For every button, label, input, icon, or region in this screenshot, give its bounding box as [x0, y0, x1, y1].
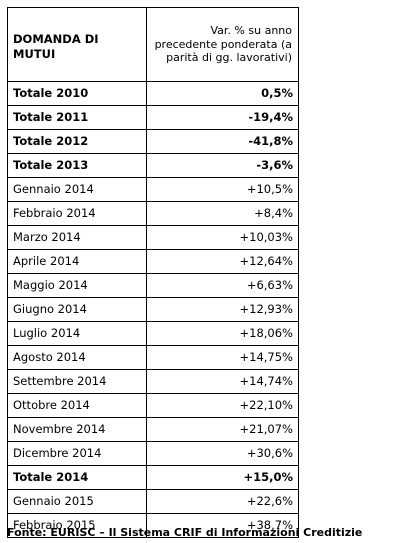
row-period-label: Ottobre 2014: [7, 393, 147, 418]
row-period-label: Dicembre 2014: [7, 441, 147, 466]
row-variation-value: +10,5%: [146, 177, 299, 202]
table-row: Maggio 2014 +6,63%: [7, 273, 299, 298]
row-period-label: Totale 2012: [7, 129, 147, 154]
row-variation-value: +12,93%: [146, 297, 299, 322]
row-variation-value: +18,06%: [146, 321, 299, 346]
row-period-label: Totale 2011: [7, 105, 147, 130]
row-variation-value: -19,4%: [146, 105, 299, 130]
table-row: Febbraio 2015 +38,7%: [7, 513, 299, 538]
row-period-label: Marzo 2014: [7, 225, 147, 250]
table-row: Settembre 2014 +14,74%: [7, 369, 299, 394]
table-row: Totale 2014 +15,0%: [7, 465, 299, 490]
row-variation-value: +10,03%: [146, 225, 299, 250]
row-variation-value: -41,8%: [146, 129, 299, 154]
row-variation-value: +14,75%: [146, 345, 299, 370]
row-variation-value: +14,74%: [146, 369, 299, 394]
table-row: Totale 2013 -3,6%: [7, 153, 299, 178]
mortgage-demand-table: DOMANDA DI MUTUI Var. % su anno preceden…: [7, 7, 299, 538]
row-period-label: Luglio 2014: [7, 321, 147, 346]
table-row: Dicembre 2014 +30,6%: [7, 441, 299, 466]
table-row: Gennaio 2015 +22,6%: [7, 489, 299, 514]
row-variation-value: +30,6%: [146, 441, 299, 466]
row-variation-value: +21,07%: [146, 417, 299, 442]
row-period-label: Febbraio 2015: [7, 513, 147, 538]
row-variation-value: +22,6%: [146, 489, 299, 514]
row-period-label: Settembre 2014: [7, 369, 147, 394]
table-row: Agosto 2014 +14,75%: [7, 345, 299, 370]
table-row: Gennaio 2014 +10,5%: [7, 177, 299, 202]
row-variation-value: 0,5%: [146, 81, 299, 106]
row-period-label: Agosto 2014: [7, 345, 147, 370]
row-variation-value: +15,0%: [146, 465, 299, 490]
table-row: Ottobre 2014 +22,10%: [7, 393, 299, 418]
table-header-row: DOMANDA DI MUTUI Var. % su anno preceden…: [7, 7, 299, 82]
row-period-label: Aprile 2014: [7, 249, 147, 274]
row-variation-value: +38,7%: [146, 513, 299, 538]
table-row: Giugno 2014 +12,93%: [7, 297, 299, 322]
header-variation-label: Var. % su anno precedente ponderata (a p…: [146, 7, 299, 82]
row-period-label: Novembre 2014: [7, 417, 147, 442]
table-row: Luglio 2014 +18,06%: [7, 321, 299, 346]
row-variation-value: +8,4%: [146, 201, 299, 226]
row-period-label: Giugno 2014: [7, 297, 147, 322]
row-period-label: Totale 2014: [7, 465, 147, 490]
row-period-label: Gennaio 2014: [7, 177, 147, 202]
table-body: DOMANDA DI MUTUI Var. % su anno preceden…: [7, 7, 299, 538]
source-note: Fonte: EURISC – Il Sistema CRIF di Infor…: [7, 526, 363, 539]
table-row: Totale 2011 -19,4%: [7, 105, 299, 130]
row-period-label: Totale 2013: [7, 153, 147, 178]
row-variation-value: +12,64%: [146, 249, 299, 274]
row-period-label: Totale 2010: [7, 81, 147, 106]
table-row: Marzo 2014 +10,03%: [7, 225, 299, 250]
row-period-label: Maggio 2014: [7, 273, 147, 298]
header-demand-label: DOMANDA DI MUTUI: [7, 7, 147, 82]
table-row: Novembre 2014 +21,07%: [7, 417, 299, 442]
table-row: Febbraio 2014 +8,4%: [7, 201, 299, 226]
row-variation-value: -3,6%: [146, 153, 299, 178]
row-period-label: Febbraio 2014: [7, 201, 147, 226]
table-row: Totale 2010 0,5%: [7, 81, 299, 106]
row-variation-value: +22,10%: [146, 393, 299, 418]
table-row: Totale 2012 -41,8%: [7, 129, 299, 154]
row-variation-value: +6,63%: [146, 273, 299, 298]
row-period-label: Gennaio 2015: [7, 489, 147, 514]
table-row: Aprile 2014 +12,64%: [7, 249, 299, 274]
